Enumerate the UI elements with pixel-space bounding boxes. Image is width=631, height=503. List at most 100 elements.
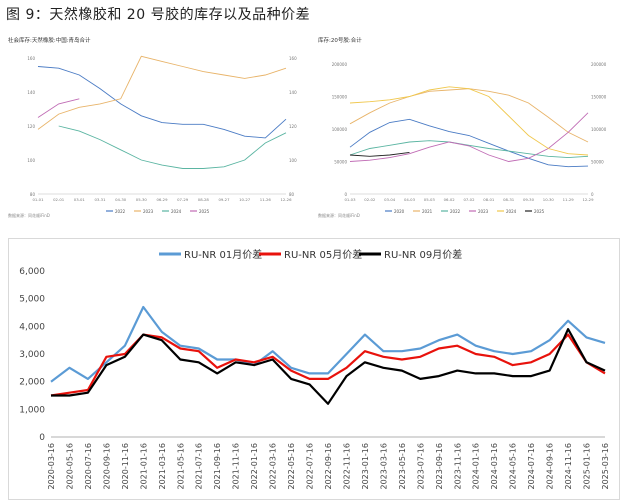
series-line-2022 bbox=[349, 140, 589, 159]
x-tick-label: 2020-09-16 bbox=[102, 443, 111, 490]
y-tick-label: 4,000 bbox=[19, 322, 45, 332]
series-line-2025 bbox=[37, 98, 80, 118]
y2-tick-label: 120 bbox=[289, 124, 297, 129]
x-tick-label: 12-26 bbox=[280, 197, 292, 202]
y2-tick-label: 200000 bbox=[591, 62, 607, 67]
y-tick-label: 100 bbox=[27, 158, 35, 163]
x-tick-label: 2021-11-16 bbox=[232, 443, 241, 490]
y2-tick-label: 150000 bbox=[591, 95, 607, 100]
y-tick-label: 1,000 bbox=[19, 405, 45, 415]
x-tick-label: 09-30 bbox=[523, 197, 535, 202]
x-tick-label: 08-01 bbox=[483, 197, 495, 202]
x-tick-label: 2022-01-16 bbox=[250, 443, 259, 490]
legend-label-2022: 2022 bbox=[450, 209, 461, 214]
x-tick-label: 2024-11-16 bbox=[564, 443, 573, 490]
chart-20-rubber-inventory: 库存:20号胶:合计 0 50000 100000 150000 200000 0 50000… bbox=[316, 34, 626, 220]
series-line-2025 bbox=[349, 151, 410, 157]
x-tick-label: 06-02 bbox=[444, 197, 456, 202]
x-tick-label: 2022-05-16 bbox=[287, 443, 296, 490]
series-line-2023 bbox=[37, 55, 287, 130]
y2-tick-label: 0 bbox=[591, 192, 594, 197]
series-line-2024 bbox=[58, 125, 287, 169]
y-tick-label: 200000 bbox=[332, 62, 348, 67]
x-tick-label: 12-29 bbox=[582, 197, 594, 202]
x-tick-label: 2025-03-16 bbox=[601, 443, 610, 490]
x-tick-label: 2023-07-16 bbox=[416, 443, 425, 490]
y-tick-label: 100000 bbox=[332, 127, 348, 132]
y-tick-label: 120 bbox=[27, 124, 35, 129]
legend-label-2025: 2025 bbox=[199, 209, 210, 214]
x-tick-label: 2021-01-16 bbox=[139, 443, 148, 490]
x-tick-label: 2024-01-16 bbox=[472, 443, 481, 490]
figure-title: 图 9：天然橡胶和 20 号胶的库存以及品种价差 bbox=[6, 7, 311, 23]
legend-label-2024: 2024 bbox=[171, 209, 182, 214]
x-tick-label: 2022-03-16 bbox=[269, 443, 278, 490]
x-tick-label: 04-03 bbox=[404, 197, 416, 202]
chart-ru-nr-spread: 0 1,000 2,000 3,000 4,000 5,000 6,000 2020-03-1… bbox=[8, 238, 620, 500]
x-tick-label: 05-03 bbox=[424, 197, 436, 202]
series-line-2024 bbox=[349, 86, 589, 156]
y2-tick-label: 100000 bbox=[591, 127, 607, 132]
x-tick-label: 2023-09-16 bbox=[435, 443, 444, 490]
chart-source: 数据来源：同花顺iFinD bbox=[318, 212, 360, 218]
legend-label-2024: 2024 bbox=[506, 209, 517, 214]
series-line-2022 bbox=[37, 66, 287, 139]
chart-a-svg: 社会库存:天然橡胶:中国:青岛合计 80 100 120 140 160 80 100 120 1… bbox=[8, 36, 297, 218]
series-line-2 bbox=[51, 328, 606, 405]
x-tick-label: 2020-05-16 bbox=[65, 443, 74, 490]
legend-label-2: RU-NR 09月价差 bbox=[384, 248, 462, 261]
chart-source: 数据来源：同花顺iFinD bbox=[8, 212, 50, 218]
legend-label-2023: 2023 bbox=[478, 209, 489, 214]
x-tick-label: 2020-11-16 bbox=[121, 443, 130, 490]
x-tick-label: 2023-01-16 bbox=[361, 443, 370, 490]
x-tick-label: 10-27 bbox=[239, 197, 251, 202]
x-tick-label: 2021-05-16 bbox=[176, 443, 185, 490]
y-tick-label: 50000 bbox=[334, 160, 347, 165]
legend-label-2023: 2023 bbox=[143, 209, 154, 214]
x-tick-label: 03-04 bbox=[384, 197, 396, 202]
x-tick-label: 2021-03-16 bbox=[158, 443, 167, 490]
y2-tick-label: 100 bbox=[289, 158, 297, 163]
x-tick-label: 02-01 bbox=[53, 197, 65, 202]
y-tick-label: 140 bbox=[27, 90, 35, 95]
legend-label-2022: 2022 bbox=[115, 209, 126, 214]
series-line-2021 bbox=[349, 88, 589, 143]
x-tick-label: 2023-03-16 bbox=[379, 443, 388, 490]
y-tick-label: 2,000 bbox=[19, 378, 45, 388]
x-tick-label: 2024-03-16 bbox=[490, 443, 499, 490]
x-tick-label: 2024-07-16 bbox=[527, 443, 536, 490]
x-tick-label: 01-03 bbox=[344, 197, 356, 202]
x-tick-label: 2025-01-16 bbox=[583, 443, 592, 490]
y-tick-label: 5,000 bbox=[19, 295, 45, 305]
chart-b-svg: 库存:20号胶:合计 0 50000 100000 150000 200000 0 50000… bbox=[318, 36, 607, 218]
y-tick-label: 150000 bbox=[332, 95, 348, 100]
x-tick-label: 06-29 bbox=[156, 197, 168, 202]
x-tick-label: 04-30 bbox=[115, 197, 127, 202]
x-tick-label: 2021-07-16 bbox=[195, 443, 204, 490]
x-tick-label: 01-01 bbox=[32, 197, 44, 202]
x-tick-label: 2023-11-16 bbox=[453, 443, 462, 490]
x-tick-label: 2022-09-16 bbox=[324, 443, 333, 490]
chart-c-svg: 0 1,000 2,000 3,000 4,000 5,000 6,000 2020-03-1… bbox=[19, 248, 610, 490]
y-tick-label: 0 bbox=[39, 433, 45, 443]
chart-title: 库存:20号胶:合计 bbox=[318, 36, 362, 44]
x-tick-label: 05-30 bbox=[136, 197, 148, 202]
y2-tick-label: 140 bbox=[289, 90, 297, 95]
x-tick-label: 03-31 bbox=[94, 197, 106, 202]
x-tick-label: 07-02 bbox=[463, 197, 475, 202]
y-tick-label: 80 bbox=[30, 192, 36, 197]
y-tick-label: 6,000 bbox=[19, 267, 45, 277]
x-tick-label: 08-31 bbox=[503, 197, 515, 202]
x-tick-label: 09-27 bbox=[218, 197, 230, 202]
x-tick-label: 2024-09-16 bbox=[546, 443, 555, 490]
x-tick-label: 08-28 bbox=[198, 197, 210, 202]
y2-tick-label: 80 bbox=[289, 192, 295, 197]
y-tick-label: 3,000 bbox=[19, 350, 45, 360]
x-tick-label: 2024-05-16 bbox=[509, 443, 518, 490]
y2-tick-label: 160 bbox=[289, 56, 297, 61]
x-tick-label: 11-26 bbox=[260, 197, 272, 202]
x-tick-label: 07-29 bbox=[177, 197, 189, 202]
legend-label-0: RU-NR 01月价差 bbox=[184, 248, 262, 261]
series-line-1 bbox=[50, 333, 606, 397]
x-tick-label: 03-01 bbox=[74, 197, 86, 202]
